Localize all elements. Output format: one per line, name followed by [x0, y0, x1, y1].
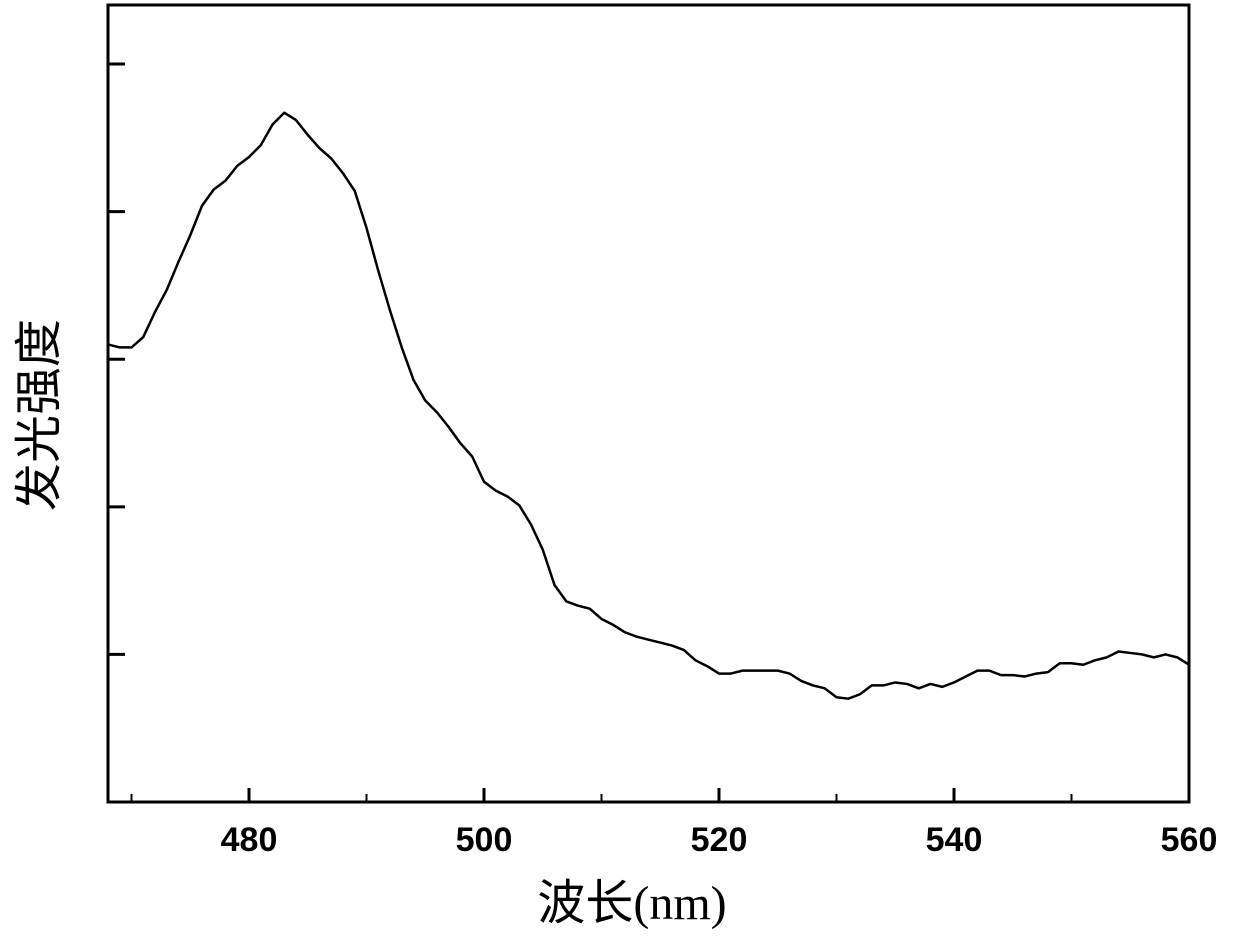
x-axis-title: 波长(nm)	[537, 877, 726, 930]
x-tick-label: 560	[1161, 821, 1218, 859]
plot-frame	[108, 5, 1189, 802]
x-tick-label: 500	[456, 821, 513, 859]
y-axis-title: 发光强度	[13, 319, 66, 511]
data-line	[108, 113, 1189, 699]
page: {"chart_data": {"type": "line", "xlabel"…	[0, 0, 1240, 943]
x-tick-label: 520	[691, 821, 748, 859]
chart: 波长(nm) 发光强度 480 500 520 540 560	[0, 0, 1240, 943]
x-tick-label: 480	[221, 821, 278, 859]
x-tick-label: 540	[926, 821, 983, 859]
